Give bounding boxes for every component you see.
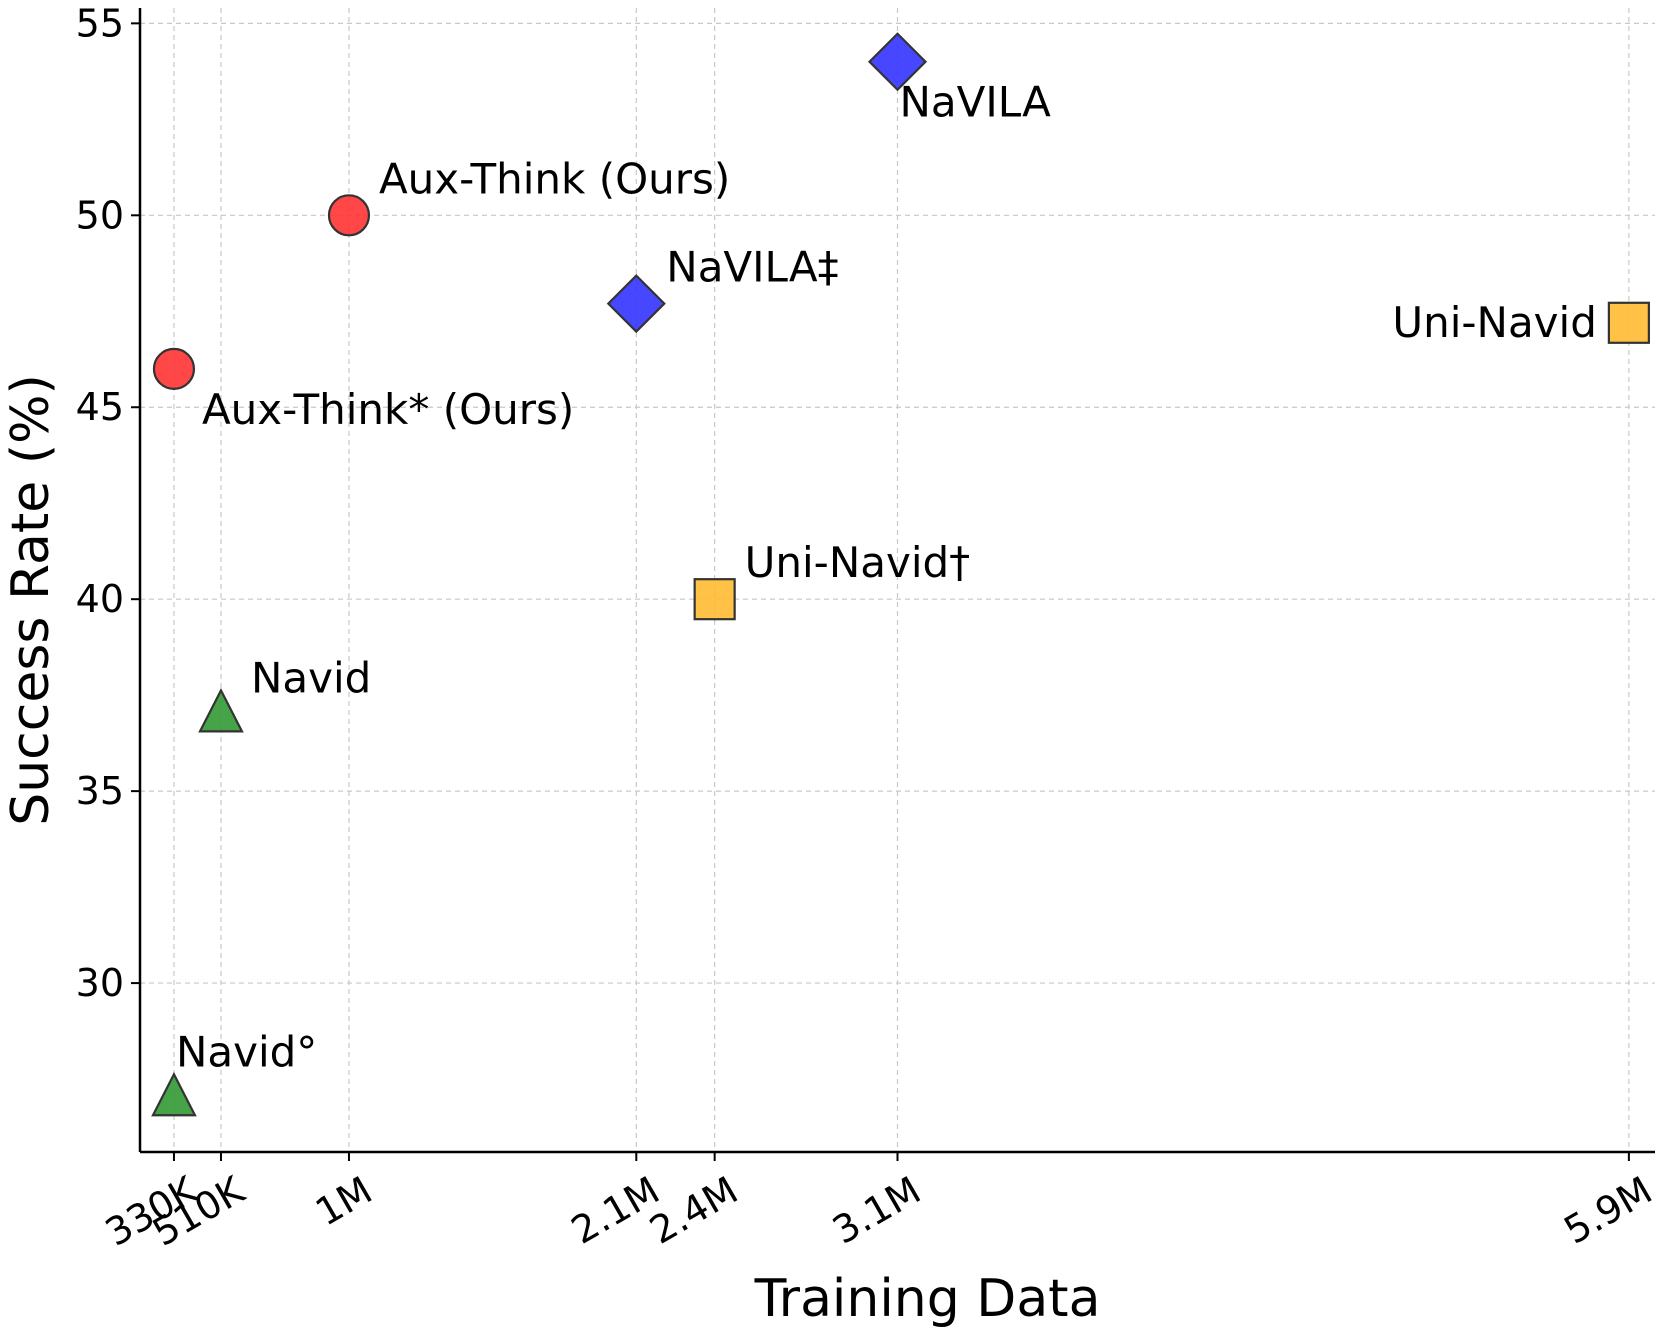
y-tick-label: 35 — [76, 769, 124, 813]
point-labels: Aux-Think (Ours) Aux-Think* (Ours) NaVILA N… — [176, 78, 1597, 1077]
point-label: Aux-Think* (Ours) — [202, 385, 574, 434]
point-label: Uni-Navid — [1392, 298, 1597, 347]
y-tick-label: 30 — [76, 961, 124, 1005]
triangle-marker — [151, 1071, 197, 1117]
square-marker — [693, 578, 736, 621]
x-axis-title: Training Data — [754, 1269, 1101, 1329]
x-tick-label: 5.9M — [1557, 1168, 1660, 1253]
triangle-marker — [198, 687, 244, 733]
diamond-marker — [606, 274, 666, 334]
x-tick-label: 1M — [308, 1168, 379, 1235]
point-label: NaVILA‡ — [666, 243, 838, 292]
grid — [140, 8, 1655, 1152]
point-label: Uni-Navid† — [745, 538, 971, 587]
data-points — [151, 32, 1650, 1117]
point-label: NaVILA — [900, 78, 1052, 127]
y-axis-title: Success Rate (%) — [1, 374, 61, 826]
diamond-marker — [867, 32, 928, 92]
x-tick-label: 3.1M — [825, 1168, 928, 1253]
y-tick-label: 45 — [76, 385, 124, 429]
y-tick-label: 55 — [76, 1, 124, 45]
y-tick-label: 50 — [76, 193, 124, 237]
square-marker — [1607, 301, 1650, 344]
point-label: Navid° — [176, 1027, 317, 1076]
circle-marker — [327, 194, 371, 237]
point-label: Aux-Think (Ours) — [379, 154, 730, 203]
x-tick-label: 2.4M — [642, 1168, 745, 1253]
point-label: Navid — [251, 653, 371, 702]
y-tick-label: 40 — [76, 577, 124, 621]
circle-marker — [152, 347, 196, 390]
